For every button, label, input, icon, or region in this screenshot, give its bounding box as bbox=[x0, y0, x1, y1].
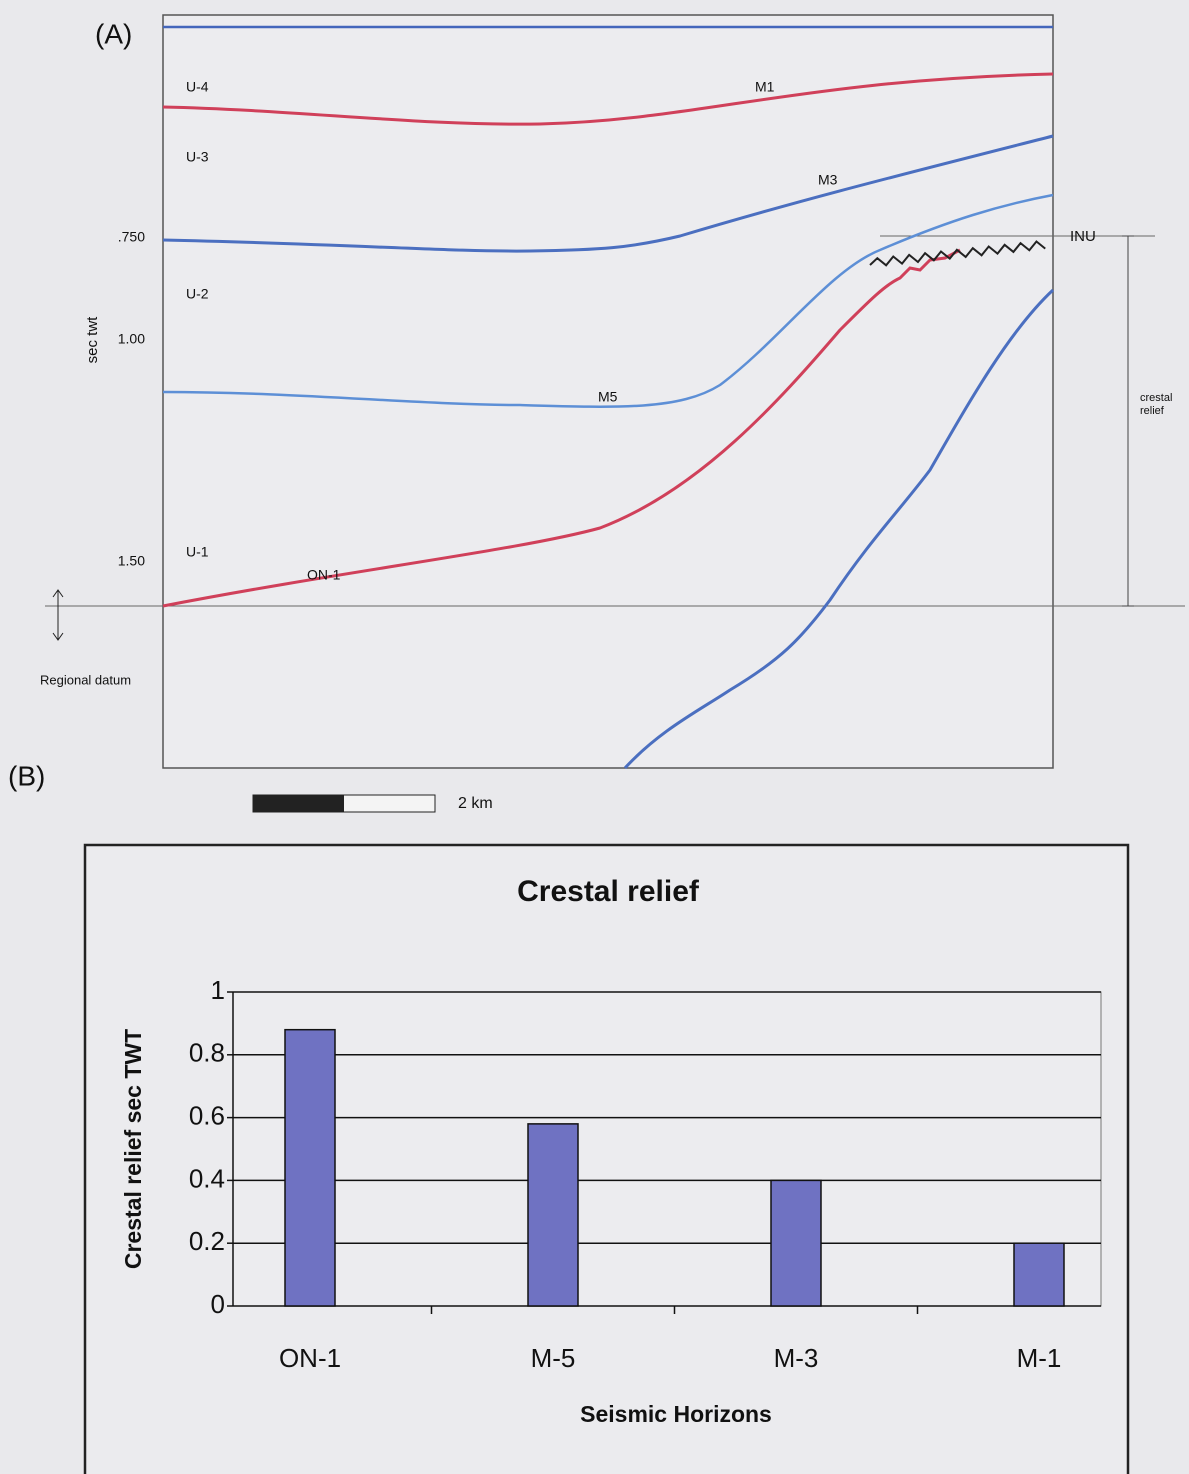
horizon bbox=[162, 248, 961, 608]
horizon-label: M5 bbox=[598, 389, 618, 405]
tick-label: 1.50 bbox=[118, 553, 145, 569]
tick-label: 1.00 bbox=[118, 331, 145, 347]
unit-label: U-4 bbox=[186, 79, 209, 95]
panel-label: (A) bbox=[95, 18, 132, 49]
horizon-label: ON-1 bbox=[307, 567, 341, 583]
tick-label: .750 bbox=[118, 229, 145, 245]
horizon bbox=[162, 72, 1054, 126]
y-axis-label: Crestal relief sec TWT bbox=[120, 1029, 146, 1269]
horizon bbox=[162, 193, 1054, 408]
axis-label: sec twt bbox=[84, 316, 101, 364]
bar bbox=[527, 1123, 579, 1307]
x-tick-label: M-3 bbox=[774, 1343, 819, 1373]
x-axis-label: Seismic Horizons bbox=[580, 1401, 772, 1427]
y-tick-label: 0.8 bbox=[189, 1038, 225, 1068]
datum-label: Regional datum bbox=[40, 672, 131, 687]
unit-label: U-2 bbox=[186, 286, 209, 302]
datum-arrow-heads bbox=[52, 589, 64, 641]
x-tick-label: ON-1 bbox=[279, 1343, 341, 1373]
x-tick-label: M-1 bbox=[1017, 1343, 1062, 1373]
horizon-label: INU bbox=[1070, 228, 1096, 245]
unit-label: U-3 bbox=[186, 149, 209, 165]
scale-bar-fill bbox=[253, 795, 344, 812]
horizon bbox=[623, 288, 1055, 770]
horizon-label: M1 bbox=[755, 79, 775, 95]
bar bbox=[1013, 1242, 1065, 1307]
relief-label: relief bbox=[1140, 405, 1165, 417]
y-tick-label: 1 bbox=[211, 975, 225, 1005]
panel-label: (B) bbox=[8, 760, 45, 791]
y-tick-label: 0.4 bbox=[189, 1163, 225, 1193]
chart-title: Crestal relief bbox=[517, 875, 700, 908]
bar bbox=[284, 1028, 336, 1307]
x-tick-label: M-5 bbox=[531, 1343, 576, 1373]
horizon bbox=[162, 134, 1054, 253]
scale-label: 2 km bbox=[458, 795, 493, 812]
section-frame bbox=[162, 14, 1054, 769]
unconformity bbox=[869, 240, 1046, 267]
y-tick-label: 0 bbox=[211, 1289, 225, 1319]
y-tick-label: 0.6 bbox=[189, 1100, 225, 1130]
unit-label: U-1 bbox=[186, 544, 209, 560]
y-tick-label: 0.2 bbox=[189, 1226, 225, 1256]
bar bbox=[770, 1179, 822, 1307]
horizon-label: M3 bbox=[818, 172, 838, 188]
plot-area bbox=[232, 991, 1102, 1307]
relief-label: crestal bbox=[1140, 392, 1172, 404]
